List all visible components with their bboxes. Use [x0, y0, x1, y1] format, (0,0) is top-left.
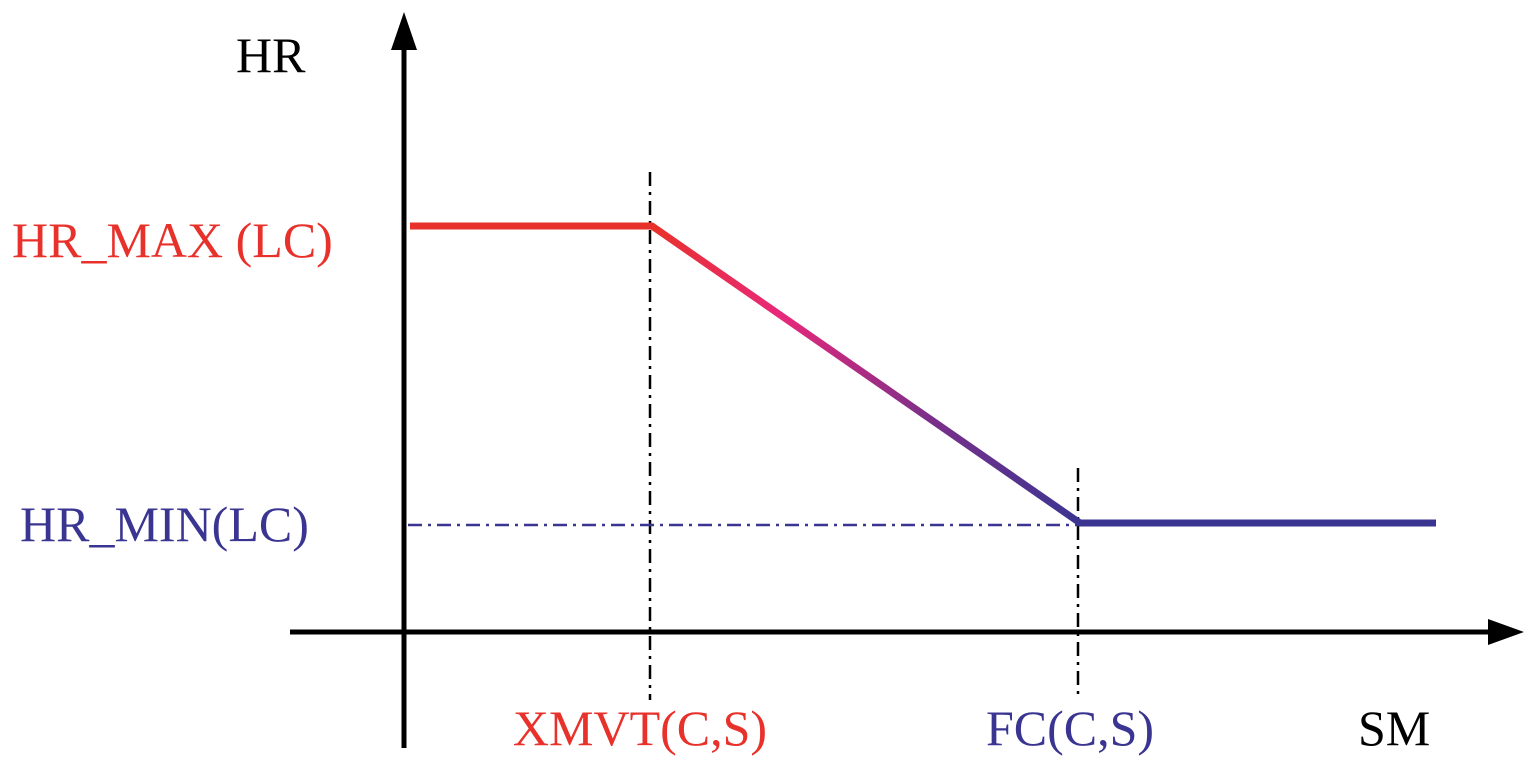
x-axis-arrow	[1488, 619, 1524, 645]
hr-max-label: HR_MAX (LC)	[12, 212, 333, 268]
y-axis-arrow	[391, 12, 417, 50]
y-axis-label: HR	[236, 27, 306, 83]
fc-label: FC(C,S)	[986, 700, 1154, 756]
x-axis-label: SM	[1358, 700, 1430, 756]
hr-slope-segment	[648, 222, 1084, 527]
xmvt-label: XMVT(C,S)	[513, 700, 767, 756]
hr-min-label: HR_MIN(LC)	[20, 496, 309, 552]
